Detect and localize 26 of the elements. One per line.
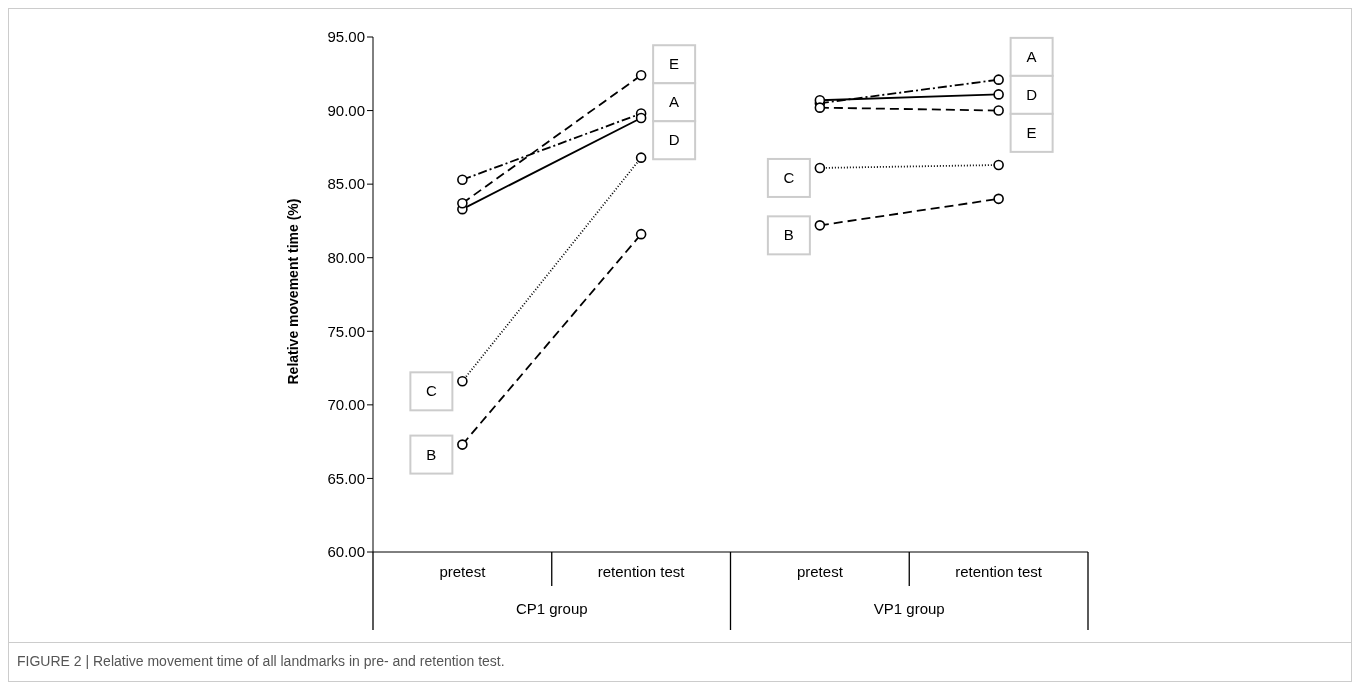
text: E [1026,123,1037,141]
text: A [1026,47,1037,65]
x-tick-label: retention test [597,562,686,580]
y-tick-label: 90.00 [327,101,365,119]
y-tick-label: 85.00 [327,175,365,193]
text: D [668,131,680,149]
text: B [783,226,794,244]
y-tick-label: 65.00 [327,469,365,487]
x-tick-label: pretest [439,562,487,580]
series-label: B [426,445,437,463]
x-tick-label: retention test [955,562,1043,580]
text: CP1 group [515,600,588,617]
y-tick-label: 95.00 [327,28,365,46]
text: C [783,168,795,186]
y-tick-label: 60.00 [327,543,365,561]
series-label: E [669,55,680,73]
y-tick-label: 75.00 [327,322,365,340]
y-tick-label: 80.00 [327,249,365,267]
x-tick-label: pretest [796,562,844,580]
caption: FIGURE 2 | Relative movement time of all landmarks in pre- and retention test. [9,642,1351,681]
y-tick-label: 70.00 [327,396,365,414]
series-label: C [425,382,437,400]
text: VP1 group [873,600,945,617]
series-label: A [669,93,680,111]
y-axis-title: Relative movement time (%) [284,198,301,385]
series-label: D [1026,85,1038,103]
